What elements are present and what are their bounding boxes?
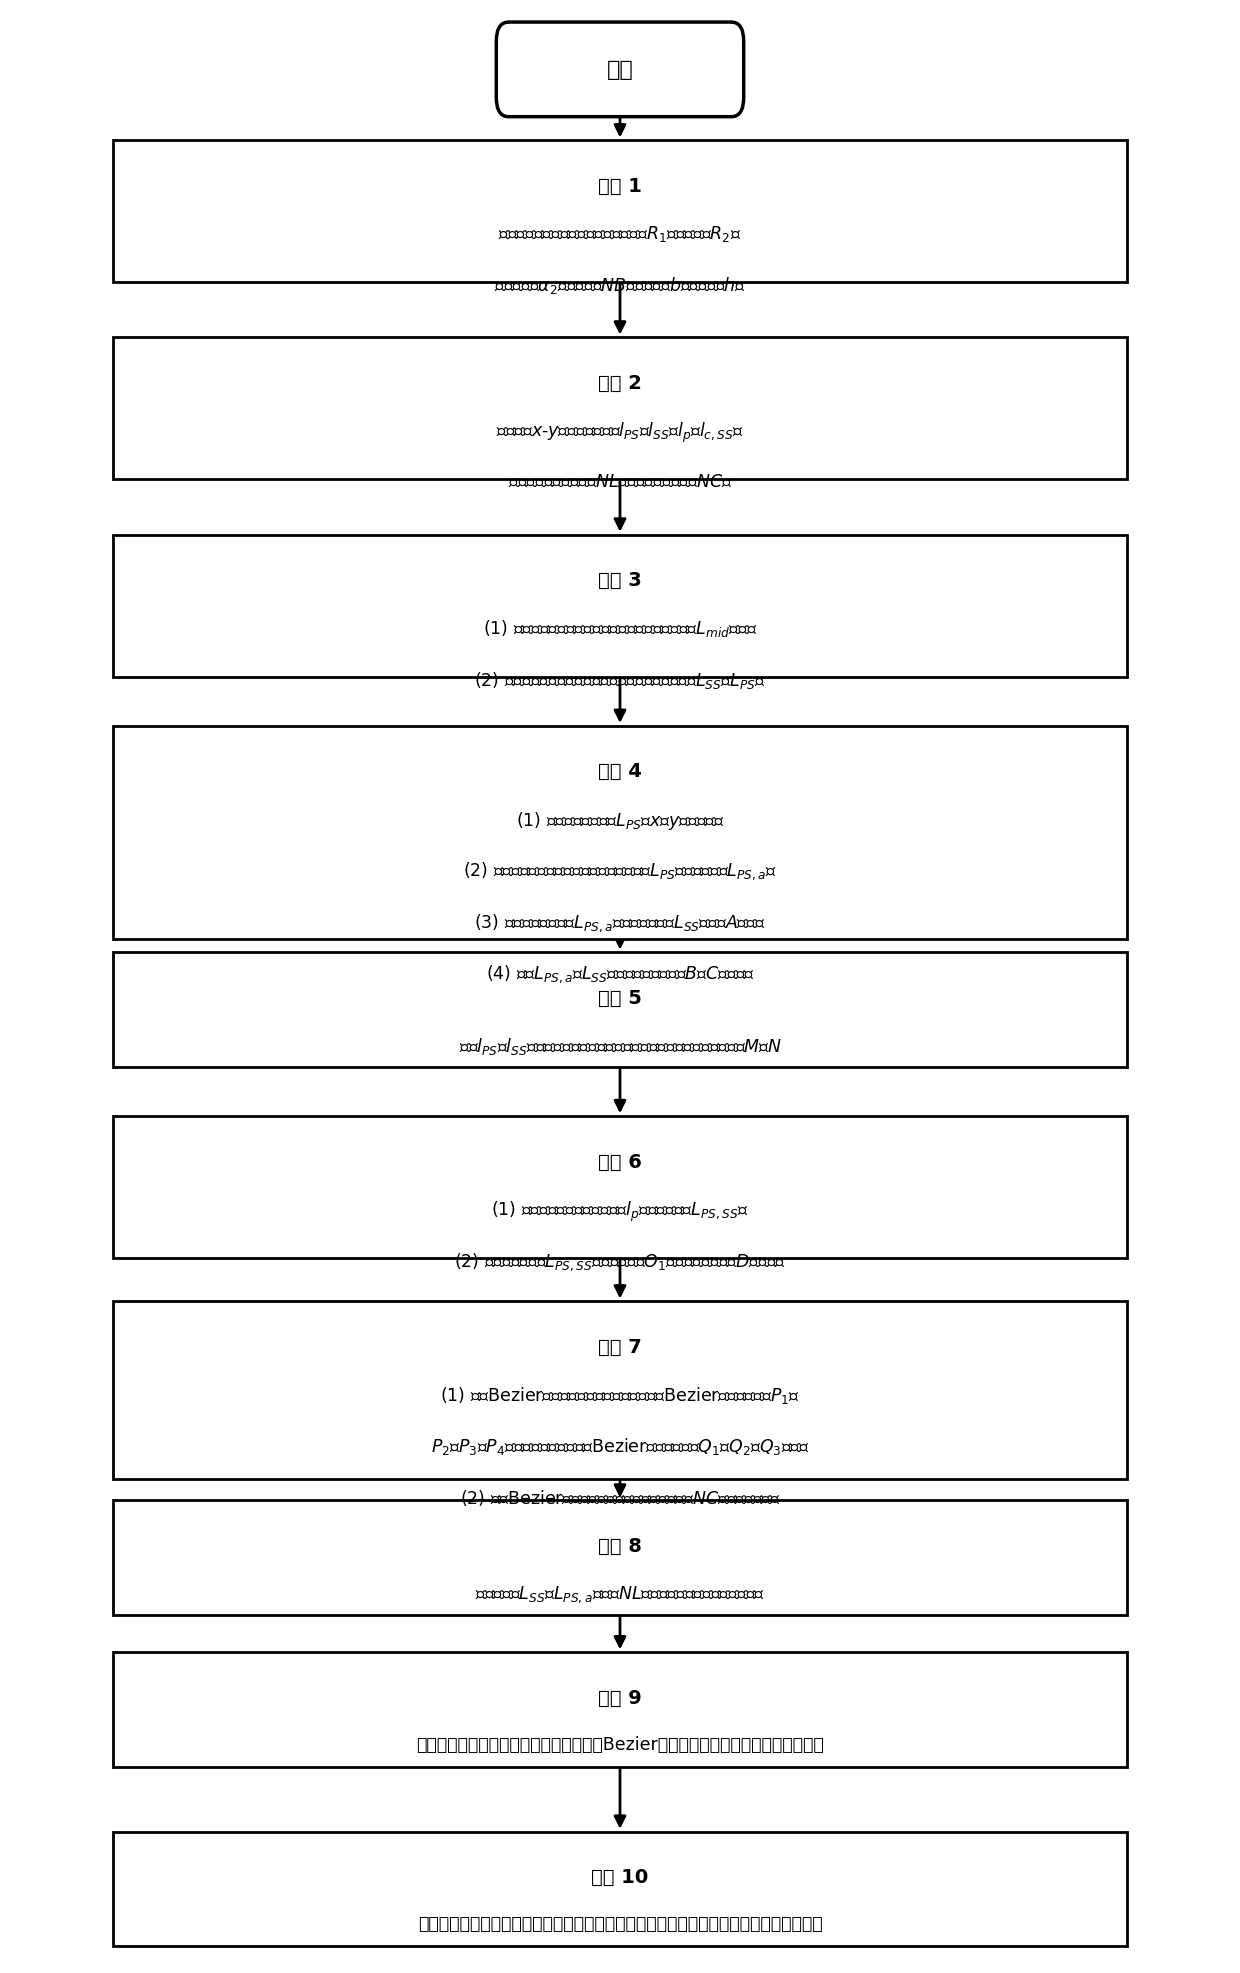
FancyBboxPatch shape	[113, 142, 1127, 284]
Text: 开始: 开始	[606, 61, 634, 81]
Text: 步骤 5: 步骤 5	[598, 988, 642, 1008]
Text: 出口叶片角$\alpha_2$、叶片数目$NB$、喉部宽度$b$及叶片高度$h$。: 出口叶片角$\alpha_2$、叶片数目$NB$、喉部宽度$b$及叶片高度$h$…	[494, 276, 746, 296]
Text: 步骤 3: 步骤 3	[598, 570, 642, 590]
Text: 步骤 7: 步骤 7	[598, 1338, 642, 1355]
Text: 以及直线段输出点个数$NL$和弧线段输出点个数$NC$。: 以及直线段输出点个数$NL$和弧线段输出点个数$NC$。	[508, 472, 732, 489]
Text: (4) 求解$L_{PS,a}$和$L_{SS}$与喷嘴外径圆的交点$B$和$C$的坐标。: (4) 求解$L_{PS,a}$和$L_{SS}$与喷嘴外径圆的交点$B$和$C…	[486, 963, 754, 985]
Text: (1) 根据基本参数和设计参数，求解单元流道中心线$L_{mid}$方程；: (1) 根据基本参数和设计参数，求解单元流道中心线$L_{mid}$方程；	[482, 618, 758, 639]
Text: 步骤 9: 步骤 9	[598, 1687, 642, 1707]
FancyBboxPatch shape	[113, 1501, 1127, 1616]
Text: $P_2$、$P_3$和$P_4$坐标；压力面叶片型线Bezier曲线段插值点$Q_1$、$Q_2$和$Q_3$坐标；: $P_2$、$P_3$和$P_4$坐标；压力面叶片型线Bezier曲线段插值点$…	[430, 1436, 810, 1456]
Text: 构建三维坐标系，由已知叶片高度，计算叶片根部型线坐标，完成三维叶片的型线设计。: 构建三维坐标系，由已知叶片高度，计算叶片根部型线坐标，完成三维叶片的型线设计。	[418, 1914, 822, 1932]
FancyBboxPatch shape	[113, 1117, 1127, 1259]
Text: (2) 基于基准线和叶片数目，对压力面基准线$L_{PS}$进行阵列得到$L_{PS,a}$；: (2) 基于基准线和叶片数目，对压力面基准线$L_{PS}$进行阵列得到$L_{…	[463, 860, 777, 882]
FancyBboxPatch shape	[113, 337, 1127, 479]
FancyBboxPatch shape	[113, 953, 1127, 1067]
Text: 步骤 10: 步骤 10	[591, 1866, 649, 1886]
Text: (3) 求解压力面基准线$L_{PS,a}$和吸力面基准线$L_{SS}$的交点$A$坐标；: (3) 求解压力面基准线$L_{PS,a}$和吸力面基准线$L_{SS}$的交点…	[474, 912, 766, 933]
Text: (2) 再通过直线平移法计算得到吸力面和压力面基准线$L_{SS}$和$L_{PS}$。: (2) 再通过直线平移法计算得到吸力面和压力面基准线$L_{SS}$和$L_{P…	[474, 669, 766, 691]
Text: (1) 求解压力面基准线$L_{PS}$与$x$和$y$轴的交点；: (1) 求解压力面基准线$L_{PS}$与$x$和$y$轴的交点；	[516, 809, 724, 831]
Text: 步骤 2: 步骤 2	[598, 373, 642, 393]
Text: 建立二维$x$-$y$坐标系，自定义$l_{PS}$、$l_{SS}$、$l_p$及$l_{c,SS}$，: 建立二维$x$-$y$坐标系，自定义$l_{PS}$、$l_{SS}$、$l_p…	[496, 420, 744, 446]
Text: 读入环形喷嘴基本参数，包括进口直径$R_1$、出口直径$R_2$、: 读入环形喷嘴基本参数，包括进口直径$R_1$、出口直径$R_2$、	[498, 225, 742, 245]
FancyBboxPatch shape	[113, 535, 1127, 677]
Text: (2) 联立求解辅助线$L_{PS,SS}$和辅助外径圆$O_1$的方程得前缘交点$D$的坐标。: (2) 联立求解辅助线$L_{PS,SS}$和辅助外径圆$O_1$的方程得前缘交…	[454, 1251, 786, 1273]
Text: 步骤 1: 步骤 1	[598, 178, 642, 195]
Text: (1) 依据叶片前缘顶点选取比例$l_p$，计算辅助线$L_{PS,SS}$；: (1) 依据叶片前缘顶点选取比例$l_p$，计算辅助线$L_{PS,SS}$；	[491, 1200, 749, 1223]
FancyBboxPatch shape	[113, 1302, 1127, 1480]
FancyBboxPatch shape	[113, 1831, 1127, 1945]
Text: (1) 求解Bezier曲线的插值点：吸力面叶片型线Bezier曲线段插值点$P_1$、: (1) 求解Bezier曲线的插值点：吸力面叶片型线Bezier曲线段插值点$P…	[440, 1385, 800, 1405]
FancyBboxPatch shape	[113, 726, 1127, 939]
FancyBboxPatch shape	[496, 24, 744, 118]
Text: 依据基准线$L_{SS}$和$L_{PS,a}$方程及$NL$参数，求解直线段输出点坐标。: 依据基准线$L_{SS}$和$L_{PS,a}$方程及$NL$参数，求解直线段输…	[475, 1584, 765, 1604]
Text: 步骤 8: 步骤 8	[598, 1537, 642, 1555]
Text: 依据$l_{PS}$和$l_{SS}$，分别计算压力面和吸力面基准线直线段和弧线段分割点$M$和$N$: 依据$l_{PS}$和$l_{SS}$，分别计算压力面和吸力面基准线直线段和弧线…	[459, 1036, 781, 1058]
Text: 步骤 6: 步骤 6	[598, 1152, 642, 1172]
Text: 结合吸力面和压力面直线段输出点坐标和Bezier曲线段输出点坐标，表示叶片型线。: 结合吸力面和压力面直线段输出点坐标和Bezier曲线段输出点坐标，表示叶片型线。	[417, 1734, 823, 1754]
Text: 步骤 4: 步骤 4	[598, 762, 642, 781]
FancyBboxPatch shape	[113, 1653, 1127, 1766]
Text: (2) 基于Bezier曲线方程，依据插值点坐标和参数$NC$求输出点坐标。: (2) 基于Bezier曲线方程，依据插值点坐标和参数$NC$求输出点坐标。	[460, 1488, 780, 1507]
